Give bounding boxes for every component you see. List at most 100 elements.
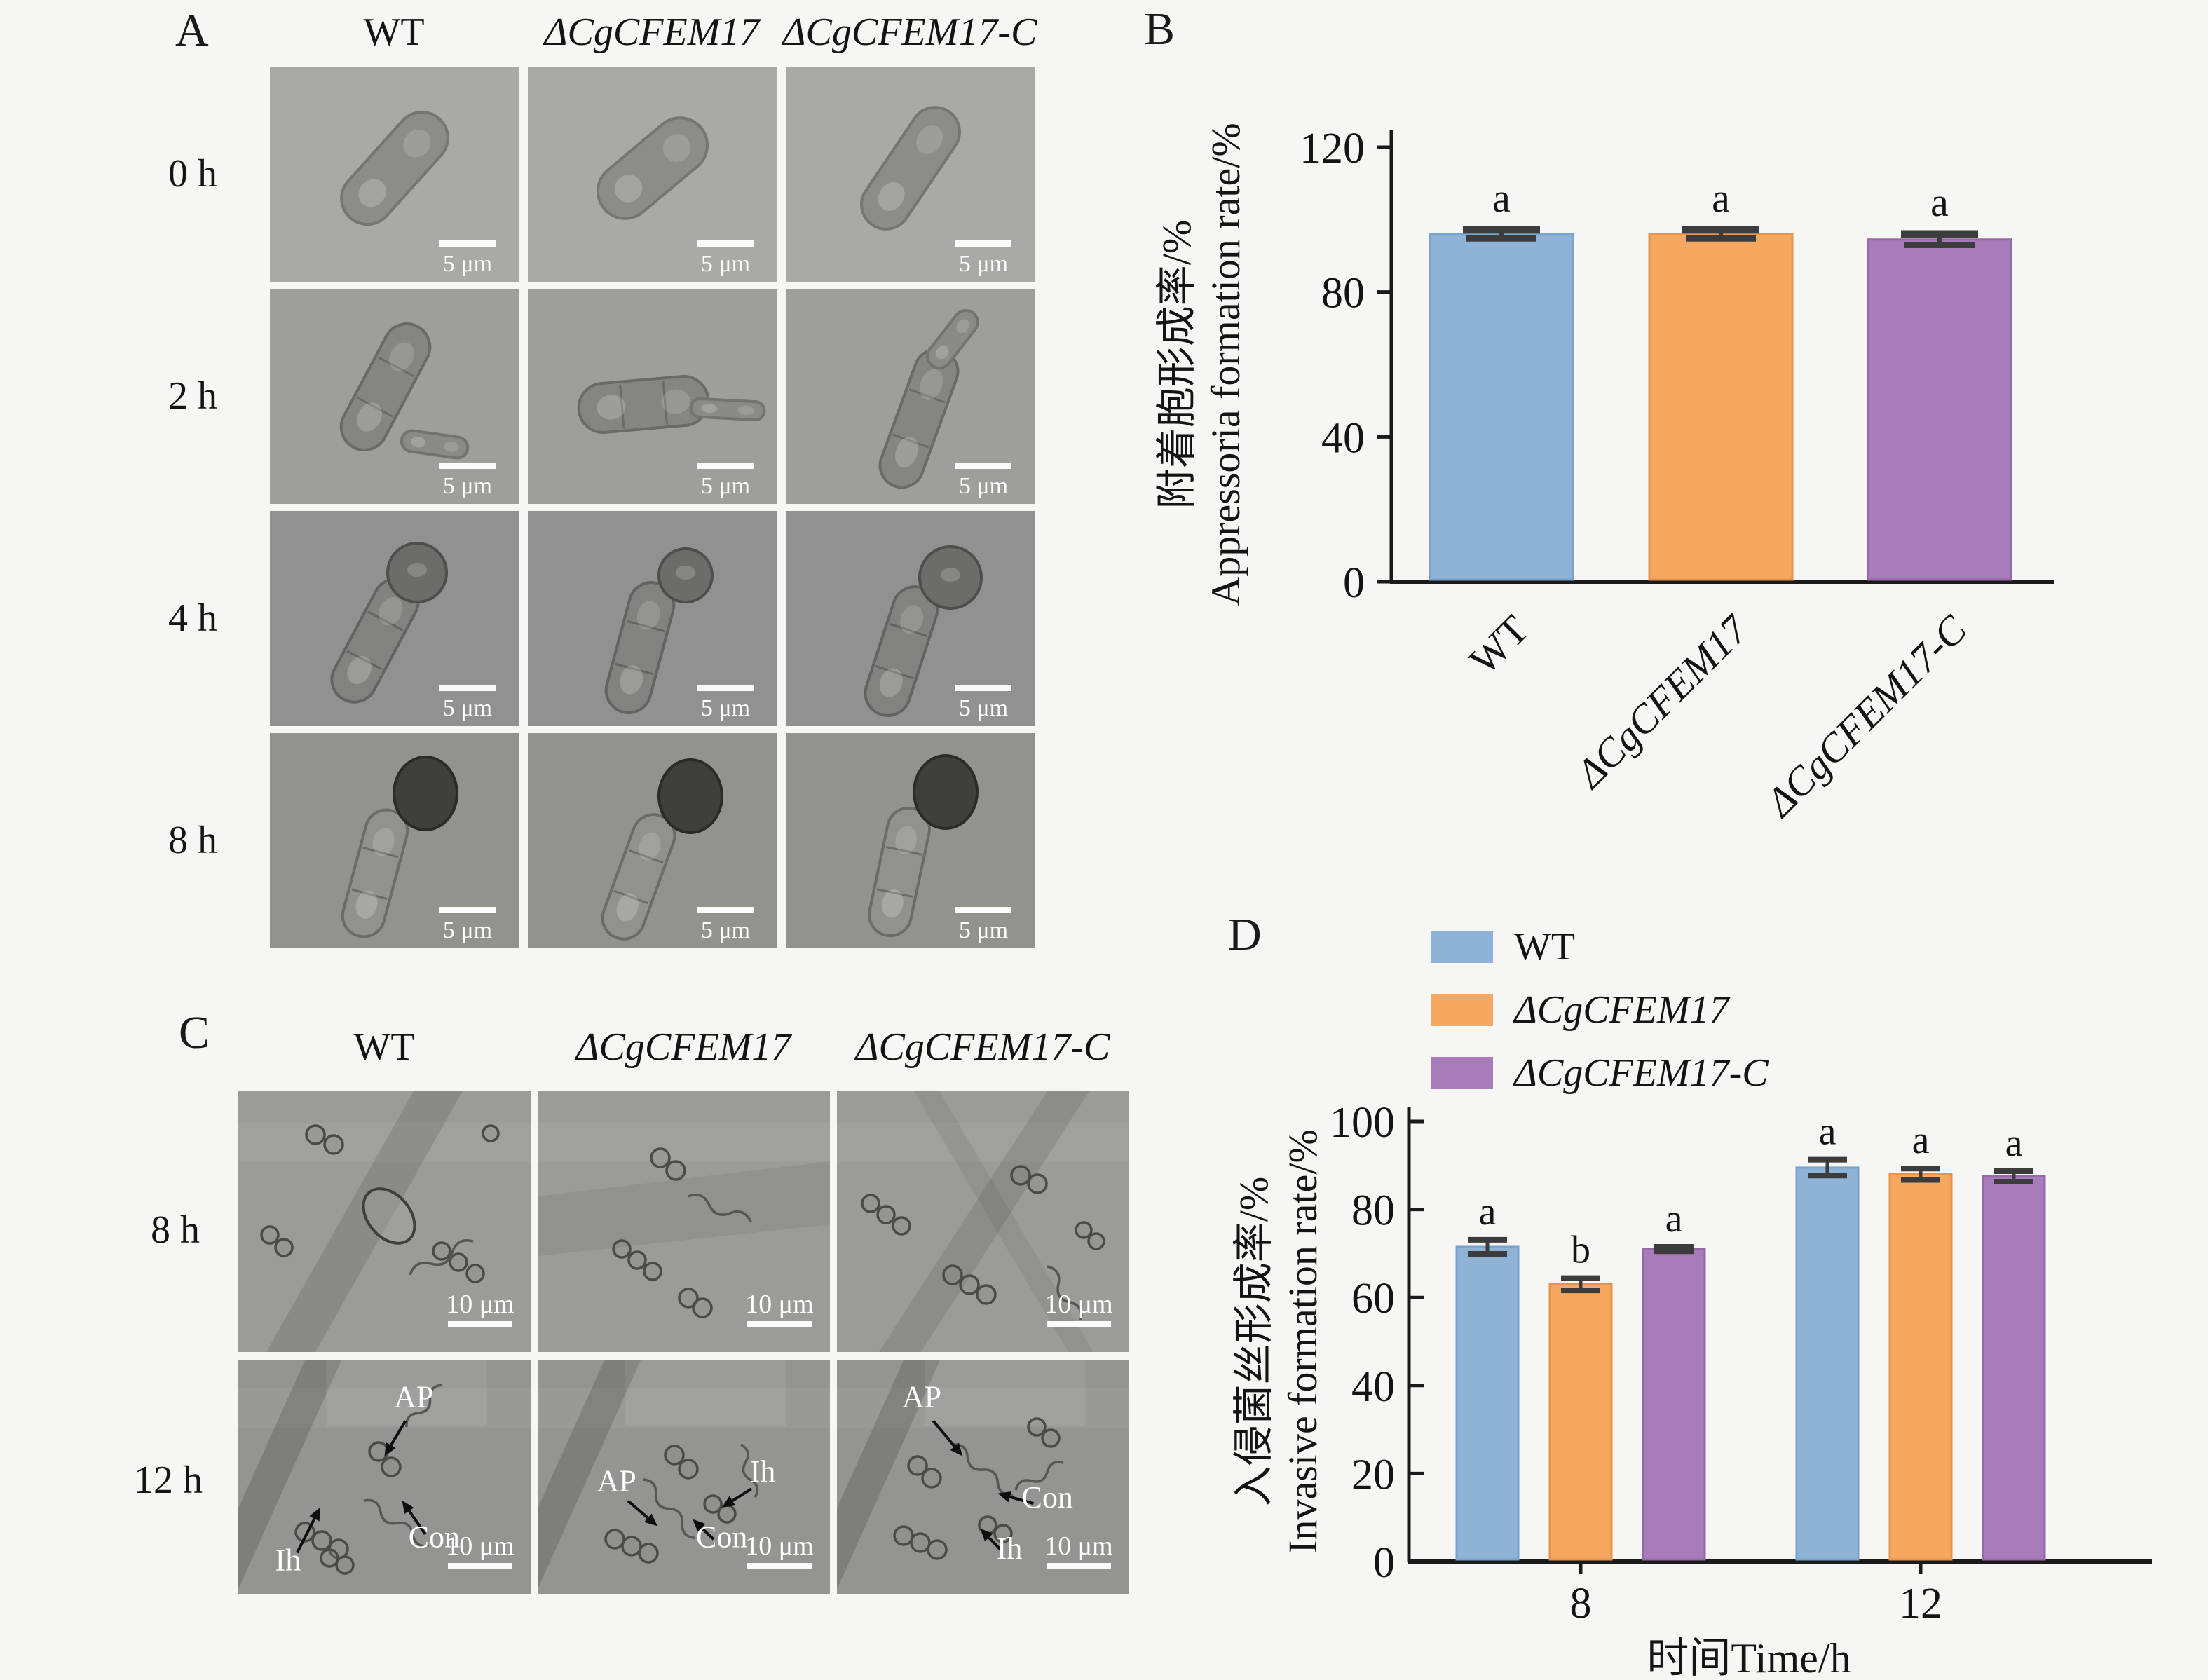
y-axis-label-en: Invasive formation rate/% xyxy=(1280,1129,1326,1554)
scale-bar xyxy=(448,1321,512,1327)
conidium-body xyxy=(340,110,449,226)
conidium xyxy=(864,585,939,717)
panel-c-row-label-12h: 12 h xyxy=(134,1459,203,1502)
septum xyxy=(377,356,415,378)
panel-a-micrograph-4h-col0: 5 μm xyxy=(270,511,519,726)
spore-cluster xyxy=(368,1441,389,1462)
legend-swatch-mutant xyxy=(1431,994,1493,1026)
annotation-label-con: Con xyxy=(696,1519,747,1554)
scale-bar-label: 5 μm xyxy=(443,251,492,277)
septum xyxy=(626,620,665,633)
panel-a-column-header-complement: ΔCgCFEM17-C xyxy=(782,11,1037,54)
vacuole xyxy=(701,404,718,414)
hypha xyxy=(409,1239,474,1276)
significance-letter: b xyxy=(1571,1229,1590,1272)
spore-cluster xyxy=(876,1205,896,1224)
y-tick-label: 120 xyxy=(1300,125,1365,172)
panel-a-column-header-wt: WT xyxy=(363,11,425,54)
panel-a-micrograph-8h-col0: 5 μm xyxy=(270,733,519,948)
scale-bar xyxy=(747,1321,812,1327)
annotation-arrow-line xyxy=(390,1420,407,1447)
x-tick-label: WT xyxy=(1460,606,1537,683)
significance-letter: a xyxy=(1712,175,1730,221)
annotation-arrow-line xyxy=(408,1510,427,1535)
vacuole xyxy=(879,668,903,697)
highlight xyxy=(676,566,695,580)
spore-cluster xyxy=(323,1134,344,1155)
vacuole xyxy=(389,342,414,371)
septum xyxy=(362,847,399,859)
conidium xyxy=(341,808,409,938)
conidium xyxy=(868,806,931,938)
scale-bar-label: 5 μm xyxy=(959,917,1008,943)
x-tick-label: 8 xyxy=(1570,1580,1592,1627)
septum xyxy=(885,845,922,856)
appressorium-outline xyxy=(362,1187,416,1245)
panel-a-column-header-mutant: ΔCgCFEM17 xyxy=(544,11,760,54)
septum xyxy=(613,889,649,905)
annotation-arrow-line xyxy=(988,1536,1002,1552)
texture-band xyxy=(538,1388,830,1428)
annotation-label-con: Con xyxy=(1022,1480,1073,1515)
vacuole xyxy=(597,395,626,420)
annotation-arrow-head xyxy=(693,1519,706,1532)
panel-c-micrograph-12h-col0: AP Con Ih 10 μm xyxy=(238,1360,531,1594)
texture-band xyxy=(837,1388,1129,1428)
spore-cluster xyxy=(1027,1417,1047,1437)
spore-cluster xyxy=(335,1555,355,1575)
conidium xyxy=(577,374,710,435)
y-tick-label: 60 xyxy=(1351,1275,1395,1323)
panel-c-column-header-complement: ΔCgCFEM17-C xyxy=(855,1025,1110,1069)
annotation-label-ap: AP xyxy=(902,1380,941,1414)
septum xyxy=(367,610,404,631)
scale-bar xyxy=(697,685,754,691)
significance-letter: a xyxy=(1819,1110,1836,1154)
annotation-arrow-head xyxy=(950,1442,963,1456)
x-axis-label: 时间Time/h xyxy=(1647,1635,1851,1680)
texture-band xyxy=(238,1122,531,1162)
panel-c-label: C xyxy=(179,1007,210,1058)
vacuole xyxy=(661,389,690,414)
scale-bar-label: 10 μm xyxy=(1044,1531,1112,1561)
significance-letter: a xyxy=(1492,175,1511,221)
texture-patch xyxy=(625,1360,786,1426)
leaf-vein xyxy=(538,1161,830,1256)
annotation-label-ap: AP xyxy=(394,1380,433,1414)
spore-cluster xyxy=(1010,1165,1031,1186)
vacuole xyxy=(882,889,904,918)
conidium-body xyxy=(926,308,979,370)
significance-letter: a xyxy=(1479,1190,1497,1234)
spore-cluster xyxy=(678,1288,699,1309)
y-tick-label: 80 xyxy=(1321,270,1365,317)
panel-b-label: B xyxy=(1144,4,1175,55)
conidium xyxy=(601,813,676,941)
vacuole xyxy=(639,832,661,861)
micrograph-background xyxy=(538,1091,830,1352)
annotation-arrow-line xyxy=(731,1487,752,1502)
legend-label-complement: ΔCgCFEM17-C xyxy=(1514,1051,1769,1095)
texture-band xyxy=(538,1122,830,1162)
scale-bar xyxy=(439,240,496,247)
spore-cluster xyxy=(892,1216,911,1236)
panel-c-column-header-wt: WT xyxy=(353,1025,415,1069)
appressorium-initial xyxy=(657,547,714,603)
scale-bar-label: 5 μm xyxy=(443,917,492,943)
vacuole xyxy=(620,665,643,695)
legend-item-wt: WT xyxy=(1431,924,1575,970)
vacuole xyxy=(894,437,918,468)
spore-cluster xyxy=(612,1239,632,1259)
scale-bar xyxy=(955,463,1011,469)
spore-cluster xyxy=(320,1548,339,1568)
significance-letter: a xyxy=(2005,1121,2023,1165)
significance-letter: a xyxy=(1665,1197,1683,1241)
vacuole xyxy=(920,369,943,400)
spore-cluster xyxy=(664,1445,685,1466)
vacuole xyxy=(936,345,949,360)
leaf-vein xyxy=(837,1360,940,1590)
spore-cluster xyxy=(449,1252,468,1272)
legend-item-mutant: ΔCgCFEM17 xyxy=(1431,987,1729,1033)
spore-cluster xyxy=(638,1543,659,1564)
annotation-label-ih: Ih xyxy=(275,1543,301,1578)
septum xyxy=(346,650,383,671)
